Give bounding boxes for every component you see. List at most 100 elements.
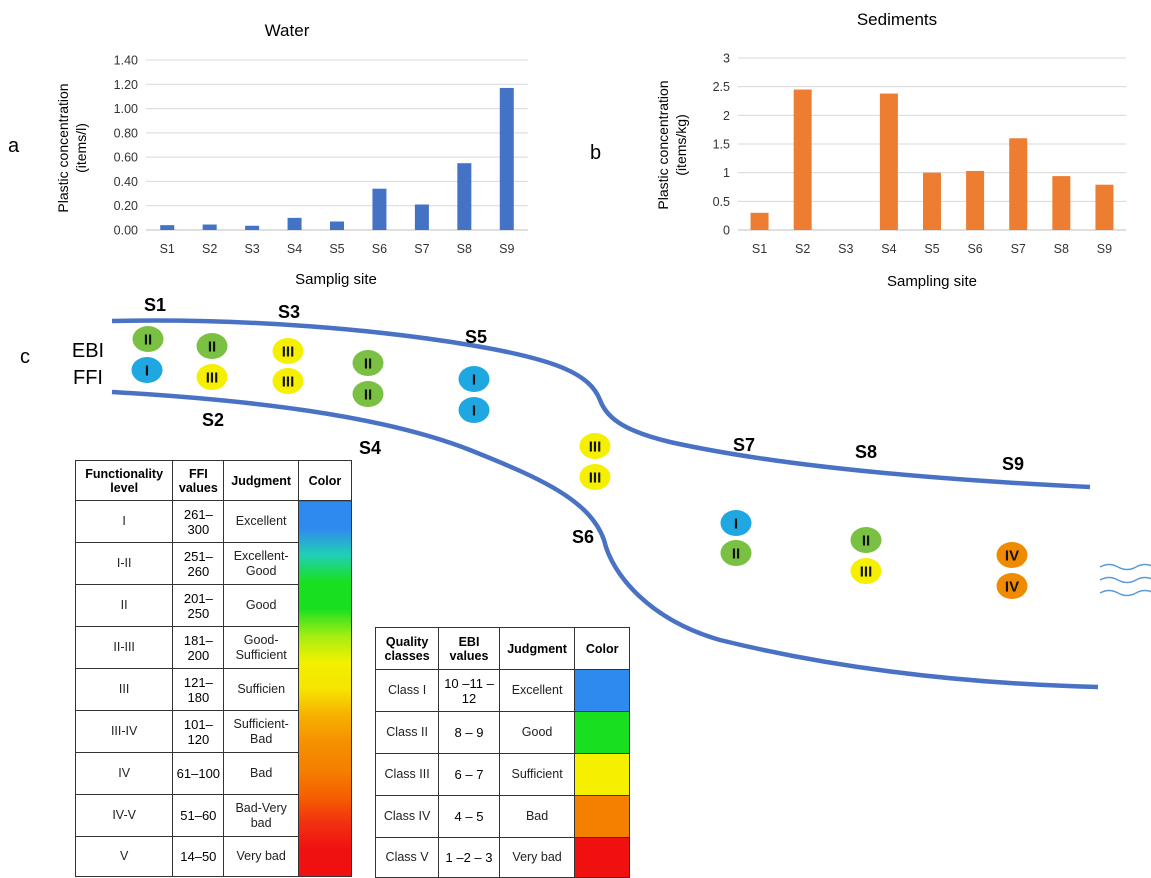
class-badge-shape (352, 381, 384, 407)
ffi-level: II (74, 584, 174, 627)
bar-s4 (287, 217, 302, 230)
ffi-values: 51–60 (172, 794, 225, 837)
class-badge-label: III (589, 439, 602, 456)
ebi-header-class: Quality classes (374, 627, 440, 670)
table-row: Class III 6 – 7 Sufficient (374, 753, 630, 796)
ffi-level: II-III (74, 626, 174, 669)
bar-s6 (372, 188, 387, 230)
ebi-class: Class V (374, 837, 440, 878)
ebi-color-swatch (574, 753, 630, 796)
ebi-values: 1 –2 – 3 (438, 837, 500, 878)
class-badge-shape (132, 326, 164, 352)
bar-s6 (966, 170, 985, 230)
table-row: I 261– 300 Excellent (74, 500, 353, 877)
ffi-values: 261– 300 (172, 500, 225, 543)
class-badge-shape (272, 368, 304, 394)
table-row: III-IV 101– 120 Sufficient-Bad (74, 710, 352, 753)
table-row: Class II 8 – 9 Good (374, 711, 630, 754)
y-axis-label-unit: (items/kg) (673, 114, 689, 175)
bar-s9 (1095, 184, 1114, 230)
ebi-header-judgment: Judgment (498, 627, 576, 670)
table-row: II-III 181– 200 Good-Sufficient (74, 626, 352, 669)
bar-s7 (1009, 138, 1028, 230)
bar-s5 (330, 221, 344, 230)
site-label-s8: S8 (855, 442, 877, 462)
y-tick-label: 0.5 (713, 195, 730, 209)
class-badge-shape (458, 366, 490, 392)
table-row: Class I 10 –11 –12 Excellent (374, 669, 630, 712)
ebi-judgment: Very bad (498, 837, 576, 878)
class-badge-s2-ffi: III (196, 364, 228, 390)
bar-s9 (499, 87, 514, 230)
ebi-class: Class IV (374, 795, 440, 838)
ffi-judgment: Good-Sufficient (223, 626, 299, 669)
x-tick-label: S8 (1054, 242, 1069, 256)
class-badge-label: III (282, 344, 295, 361)
bar-s4 (879, 93, 898, 231)
class-badge-shape (352, 350, 384, 376)
bar-s1 (750, 212, 769, 230)
y-tick-label: 0.60 (114, 151, 138, 165)
x-tick-label: S3 (244, 242, 259, 256)
table-row: Class V 1 –2 – 3 Very bad (374, 837, 630, 878)
site-label-s7: S7 (733, 435, 755, 455)
ffi-values: 201– 250 (172, 584, 225, 627)
ffi-values: 251– 260 (172, 542, 225, 585)
x-axis-label: Sampling site (887, 273, 977, 290)
x-axis-label: Samplig site (295, 271, 377, 288)
class-badge-shape (196, 333, 228, 359)
y-tick-label: 0.40 (114, 175, 138, 189)
class-badge-shape (579, 464, 611, 490)
site-label-s9: S9 (1002, 454, 1024, 474)
class-badge-s1-ebi: II (132, 326, 164, 352)
ffi-judgment: Bad (223, 752, 299, 795)
class-badge-shape (720, 510, 752, 536)
sediments-bar-chart: Sediments Plastic concentration (items/k… (655, 10, 1126, 290)
water-flow-icon (1099, 563, 1151, 597)
water-bar-chart: Water Plastic concentration (items/l) 0.… (55, 21, 528, 288)
ffi-header-level: Functionality level (74, 460, 174, 501)
chart-title: Sediments (857, 10, 937, 29)
y-tick-label: 0.00 (114, 224, 138, 238)
x-tick-label: S5 (924, 242, 939, 256)
ffi-judgment: Excellent (223, 500, 299, 543)
site-label-s6: S6 (572, 527, 594, 547)
class-badge-shape (996, 542, 1028, 568)
ebi-color-swatch (574, 669, 630, 712)
bar-s1 (160, 225, 175, 230)
x-tick-label: S9 (499, 242, 514, 256)
ebi-judgment: Sufficient (498, 753, 576, 796)
class-badge-shape (850, 527, 882, 553)
ffi-header-values: FFI values (172, 460, 225, 501)
river-lower-bank (111, 389, 1099, 690)
table-row: V 14–50 Very bad (74, 836, 352, 877)
ebi-header-values: EBI values (438, 627, 500, 670)
class-badge-s6-ebi: III (579, 433, 611, 459)
x-tick-label: S1 (160, 242, 175, 256)
bar-s7 (414, 204, 429, 230)
bar-s5 (923, 172, 941, 230)
bar-s2 (793, 89, 812, 231)
ebi-class: Class I (374, 669, 440, 712)
class-badge-shape (458, 397, 490, 423)
ffi-level: III-IV (74, 710, 174, 753)
y-tick-label: 2 (723, 109, 730, 123)
ffi-header-color: Color (297, 460, 353, 501)
class-badge-label: I (472, 403, 476, 420)
y-tick-label: 0.20 (114, 199, 138, 213)
y-tick-label: 1.40 (114, 54, 138, 68)
ffi-color-gradient (297, 500, 353, 877)
class-badge-label: II (208, 339, 216, 356)
class-badge-label: III (860, 564, 873, 581)
ffi-row-label: FFI (73, 367, 103, 389)
class-badge-s7-ffi: II (720, 540, 752, 566)
x-tick-label: S1 (752, 242, 767, 256)
ebi-color-swatch (574, 837, 630, 878)
class-badge-shape (272, 338, 304, 364)
x-tick-label: S9 (1097, 242, 1112, 256)
ffi-values: 121– 180 (172, 668, 225, 711)
panel-letter-c: c (20, 346, 30, 368)
class-badge-s4-ffi: II (352, 381, 384, 407)
class-badge-label: IV (1005, 548, 1019, 565)
